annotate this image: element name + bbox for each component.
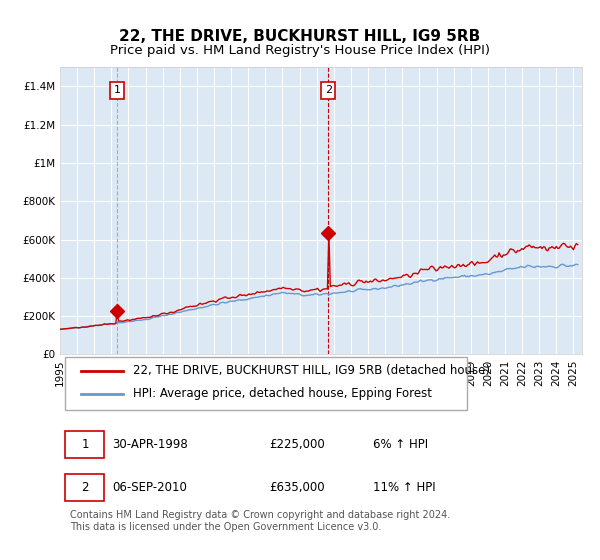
- Text: Price paid vs. HM Land Registry's House Price Index (HPI): Price paid vs. HM Land Registry's House …: [110, 44, 490, 57]
- Text: Contains HM Land Registry data © Crown copyright and database right 2024.
This d: Contains HM Land Registry data © Crown c…: [70, 510, 451, 532]
- Text: £225,000: £225,000: [269, 438, 325, 451]
- Text: 2: 2: [82, 481, 89, 494]
- Text: 11% ↑ HPI: 11% ↑ HPI: [373, 481, 436, 494]
- FancyBboxPatch shape: [65, 474, 104, 501]
- Text: HPI: Average price, detached house, Epping Forest: HPI: Average price, detached house, Eppi…: [133, 387, 432, 400]
- Text: 6% ↑ HPI: 6% ↑ HPI: [373, 438, 428, 451]
- Text: 2: 2: [325, 85, 332, 95]
- Text: 1: 1: [82, 438, 89, 451]
- Text: 22, THE DRIVE, BUCKHURST HILL, IG9 5RB (detached house): 22, THE DRIVE, BUCKHURST HILL, IG9 5RB (…: [133, 364, 490, 377]
- FancyBboxPatch shape: [65, 357, 467, 409]
- FancyBboxPatch shape: [70, 373, 112, 377]
- FancyBboxPatch shape: [65, 431, 104, 458]
- Text: £635,000: £635,000: [269, 481, 325, 494]
- Text: 22, THE DRIVE, BUCKHURST HILL, IG9 5RB: 22, THE DRIVE, BUCKHURST HILL, IG9 5RB: [119, 29, 481, 44]
- Text: 1: 1: [113, 85, 121, 95]
- Text: 30-APR-1998: 30-APR-1998: [112, 438, 188, 451]
- Text: 06-SEP-2010: 06-SEP-2010: [112, 481, 187, 494]
